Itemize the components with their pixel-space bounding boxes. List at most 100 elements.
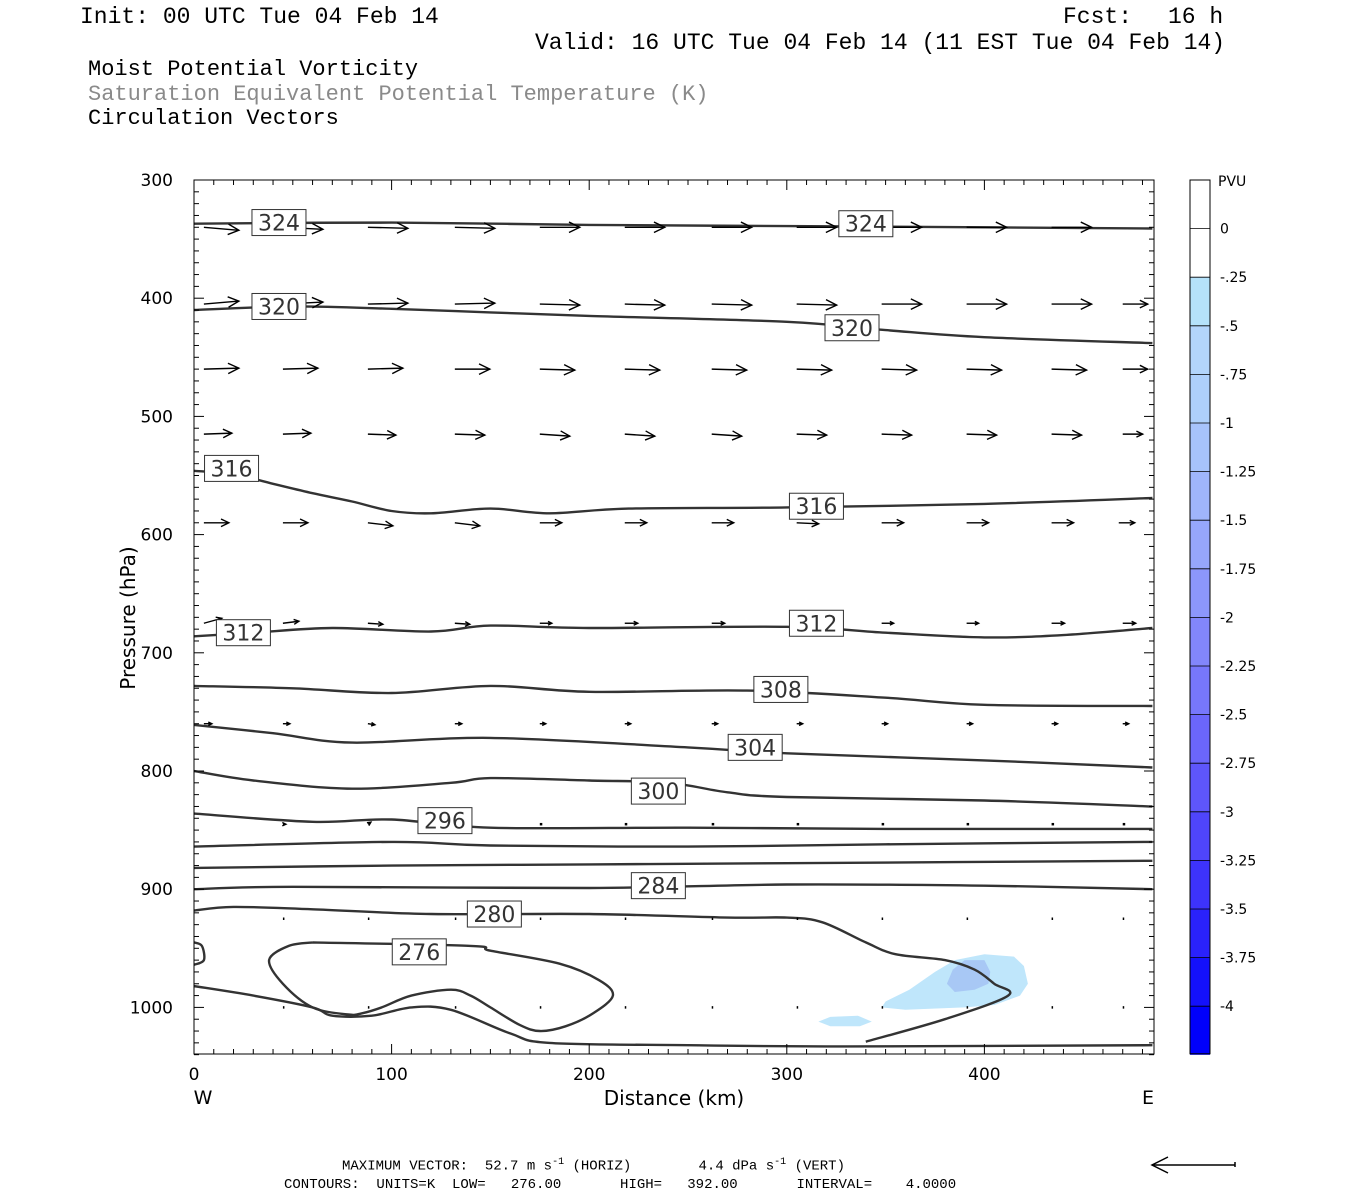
wind-vector — [966, 429, 999, 441]
svg-text:324: 324 — [258, 212, 300, 237]
wind-vector — [203, 223, 241, 236]
field-title-mpv: Moist Potential Vorticity — [88, 57, 419, 82]
wind-vector — [711, 721, 720, 727]
wind-vector — [367, 520, 395, 530]
wind-vector — [796, 429, 829, 441]
colorbar-swatch — [1190, 714, 1210, 764]
colorbar-label: -1 — [1220, 416, 1234, 432]
svg-text:320: 320 — [831, 317, 873, 342]
contour-info: CONTOURS: UNITS=K LOW= 276.00 HIGH= 392.… — [284, 1177, 957, 1193]
wind-vector — [624, 620, 640, 626]
wind-vector — [282, 618, 301, 625]
x-west-label: W — [194, 1087, 213, 1109]
contour-label-312: 312 — [215, 619, 271, 647]
wind-vector — [454, 721, 464, 727]
colorbar-label: -1.5 — [1220, 513, 1247, 529]
colorbar-label: -1.75 — [1220, 562, 1256, 578]
colorbar-swatch — [1190, 423, 1210, 472]
wind-vector — [711, 221, 754, 234]
svg-text:304: 304 — [734, 736, 776, 761]
field-title-theta-es: Saturation Equivalent Potential Temperat… — [88, 82, 709, 107]
wind-vector — [203, 296, 241, 308]
wind-vector — [454, 222, 497, 234]
wind-vector — [539, 721, 548, 727]
wind-vector — [1051, 721, 1060, 727]
wind-vector — [367, 297, 410, 310]
contour-308 — [194, 684, 1153, 708]
wind-vector — [203, 362, 241, 375]
svg-text:312: 312 — [222, 622, 264, 647]
colorbar-label: -2.5 — [1220, 708, 1247, 724]
wind-vector — [881, 721, 890, 727]
wind-vector — [366, 821, 373, 826]
wind-vector — [203, 428, 234, 439]
axes: 300 400 500 600 700 800 900 1000 0 100 200 300 400 W E… — [116, 171, 1154, 1110]
colorbar-label: -.75 — [1220, 367, 1247, 383]
wind-vector — [1051, 298, 1094, 310]
svg-text:324: 324 — [845, 213, 887, 238]
wind-vector — [282, 821, 288, 827]
colorbar-swatch — [1190, 277, 1210, 326]
colorbar-label: 0 — [1220, 222, 1229, 238]
wind-vector — [966, 363, 1004, 376]
colorbar-label: -2.25 — [1220, 659, 1256, 675]
contour-label-324: 324 — [251, 209, 307, 237]
wind-vector — [881, 429, 914, 441]
max-vector-horiz-unit: (HORIZ) — [572, 1158, 632, 1175]
svg-text:316: 316 — [795, 495, 837, 520]
contour-316 — [194, 469, 1153, 515]
svg-text:320: 320 — [258, 295, 300, 320]
wind-vector — [624, 363, 662, 376]
wind-vector — [711, 363, 749, 376]
wind-vector — [711, 298, 754, 311]
svg-text:296: 296 — [424, 810, 466, 835]
wind-vector — [367, 222, 410, 234]
colorbar-label: -3.75 — [1220, 951, 1256, 967]
colorbar-swatch — [1190, 763, 1210, 812]
wind-vector — [1122, 364, 1150, 374]
wind-vector — [1122, 721, 1131, 727]
svg-text:312: 312 — [795, 612, 837, 637]
wind-vector — [711, 518, 736, 527]
wind-vector — [454, 429, 487, 441]
wind-vector — [1051, 363, 1089, 376]
contour-276 — [194, 984, 1153, 1048]
wind-vector — [1122, 430, 1145, 438]
svg-text:308: 308 — [760, 678, 802, 703]
x-tick-label: 400 — [968, 1065, 1000, 1085]
svg-text:276: 276 — [398, 941, 440, 966]
svg-text:316: 316 — [211, 457, 253, 482]
colorbar: PVU 0 -.25 -.5 -.75 -1 -1.25 -1.5 -1.75 -2 -2.25 -2… — [1189, 174, 1256, 1055]
wind-vector — [966, 518, 991, 527]
colorbar-title: PVU — [1218, 174, 1246, 190]
wind-vector — [1051, 620, 1067, 626]
wind-vector — [624, 298, 667, 311]
contour-label-312: 312 — [788, 609, 844, 637]
max-vector-vert: 4.4 dPa s — [698, 1158, 775, 1175]
y-axis-title: Pressure (hPa) — [116, 546, 140, 689]
contour-label-324: 324 — [838, 210, 894, 238]
contour-280 — [194, 905, 1012, 1043]
wind-vector — [1118, 519, 1137, 526]
colorbar-swatch — [1190, 228, 1210, 278]
wind-vector — [1122, 620, 1138, 626]
wind-vector — [539, 298, 582, 311]
wind-vector — [282, 518, 310, 528]
contour-label-284: 284 — [630, 872, 686, 900]
contour-label-316: 316 — [788, 492, 844, 520]
max-vector-label: MAXIMUM VECTOR: — [342, 1158, 469, 1175]
mpv-shading — [818, 954, 1028, 1027]
contour-label-320: 320 — [251, 292, 307, 320]
contour-276 — [194, 941, 206, 966]
max-vector-info: MAXIMUM VECTOR: 52.7 m s-1 (HORIZ) 4.4 d… — [342, 1157, 845, 1175]
colorbar-swatch — [1190, 957, 1210, 1007]
mpv-region — [946, 960, 991, 992]
wind-vector — [624, 518, 649, 527]
colorbar-swatch — [1190, 180, 1210, 229]
contour-276 — [267, 941, 615, 1033]
max-vector-horiz-exponent: -1 — [552, 1157, 565, 1168]
wind-vector — [966, 721, 975, 727]
y-tick-label: 700 — [141, 644, 173, 664]
contour-284 — [194, 883, 1153, 891]
